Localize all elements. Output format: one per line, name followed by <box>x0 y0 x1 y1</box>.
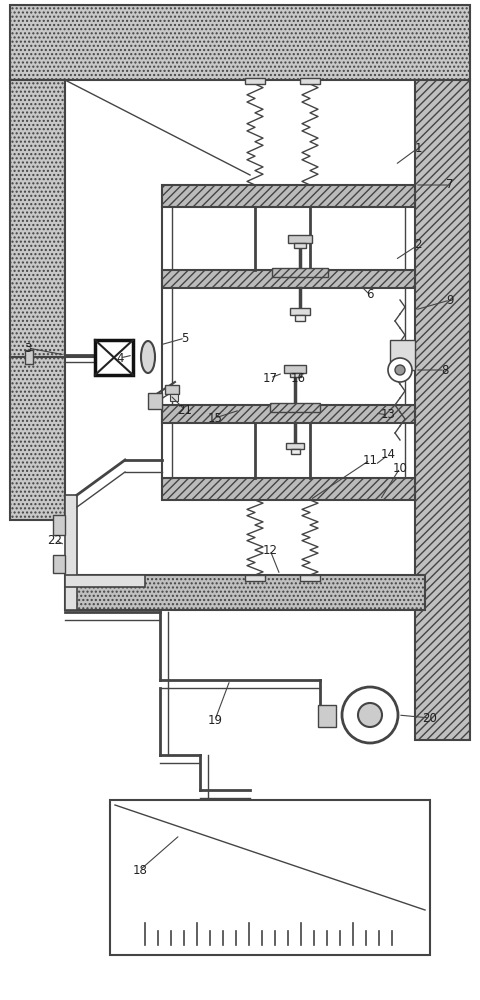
Bar <box>65 575 145 587</box>
Bar <box>245 78 265 84</box>
Circle shape <box>342 687 398 743</box>
Bar <box>294 243 306 248</box>
Text: 6: 6 <box>366 288 374 302</box>
Bar <box>10 5 470 80</box>
Text: 20: 20 <box>422 712 437 724</box>
Bar <box>165 385 179 394</box>
Bar <box>148 393 162 409</box>
Bar <box>162 185 415 207</box>
Bar <box>53 555 65 573</box>
Bar <box>53 515 65 535</box>
Bar <box>390 340 415 370</box>
Bar <box>162 405 415 423</box>
Circle shape <box>388 358 412 382</box>
Bar <box>245 575 265 581</box>
Bar <box>300 78 320 84</box>
Bar <box>272 268 328 277</box>
Ellipse shape <box>141 341 155 373</box>
Text: 2: 2 <box>414 238 422 251</box>
Text: 12: 12 <box>263 544 277 556</box>
Text: 21: 21 <box>178 403 192 416</box>
Text: 18: 18 <box>132 863 147 876</box>
Bar <box>162 478 415 500</box>
Bar <box>286 443 304 449</box>
Text: 3: 3 <box>24 342 32 355</box>
Text: 13: 13 <box>381 408 396 422</box>
Text: 15: 15 <box>207 412 222 424</box>
Text: 11: 11 <box>362 454 377 466</box>
Text: 22: 22 <box>48 534 62 546</box>
Bar <box>162 270 415 288</box>
Text: 17: 17 <box>263 371 277 384</box>
Text: 9: 9 <box>446 294 454 306</box>
Bar <box>415 80 470 740</box>
Circle shape <box>358 703 382 727</box>
Bar <box>290 373 301 377</box>
Text: 16: 16 <box>290 371 305 384</box>
Text: 5: 5 <box>181 332 189 344</box>
Text: 4: 4 <box>116 352 124 364</box>
Bar <box>318 705 336 727</box>
Text: 14: 14 <box>381 448 396 462</box>
Bar <box>65 495 77 610</box>
Bar <box>65 575 425 610</box>
Bar <box>300 575 320 581</box>
Text: 1: 1 <box>414 141 422 154</box>
Text: 7: 7 <box>446 178 454 192</box>
Bar <box>270 403 320 412</box>
Bar <box>284 365 306 373</box>
Bar <box>291 449 300 454</box>
Bar <box>290 308 310 315</box>
Text: 10: 10 <box>393 462 408 475</box>
Bar <box>295 315 305 321</box>
Text: 19: 19 <box>207 714 223 726</box>
Bar <box>288 235 312 243</box>
Text: 8: 8 <box>441 363 449 376</box>
Bar <box>110 800 430 955</box>
Bar <box>95 340 133 375</box>
Bar <box>10 80 65 520</box>
Bar <box>170 394 178 401</box>
Circle shape <box>395 365 405 375</box>
Bar <box>25 350 33 364</box>
